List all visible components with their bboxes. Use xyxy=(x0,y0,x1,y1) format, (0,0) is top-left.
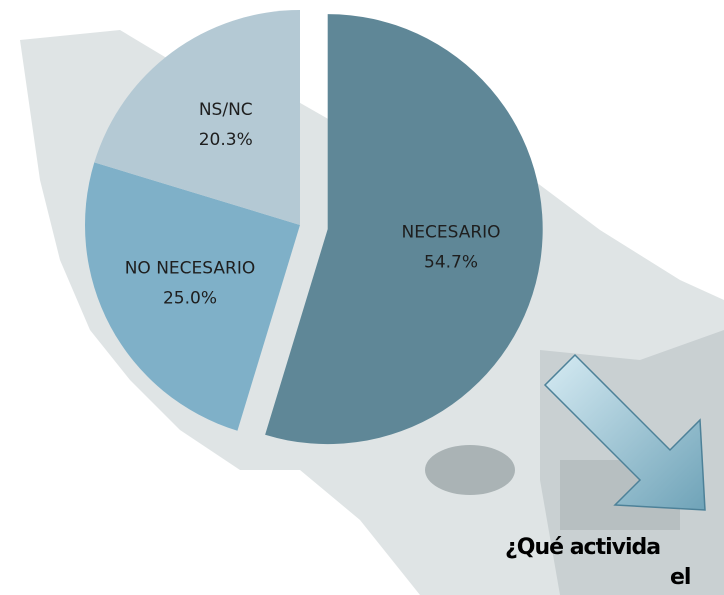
pie: NECESARIO 54.7% NO NECESARIO 25.0% NS/NC 20.3… xyxy=(84,10,543,445)
caption-line: ¿Qué activida xyxy=(505,535,660,560)
pie-slice xyxy=(84,162,300,431)
slice-label: NO NECESARIO xyxy=(125,259,256,279)
pie-slice xyxy=(265,14,543,445)
arrow xyxy=(543,353,706,511)
slice-label: NECESARIO xyxy=(402,222,501,242)
pie-slice xyxy=(94,10,300,225)
slice-label: NS/NC xyxy=(199,100,253,120)
slice-value: 54.7% xyxy=(424,252,478,272)
slice-value: 25.0% xyxy=(163,289,217,309)
caption-line: el xyxy=(670,565,690,590)
slice-value: 20.3% xyxy=(199,130,253,150)
